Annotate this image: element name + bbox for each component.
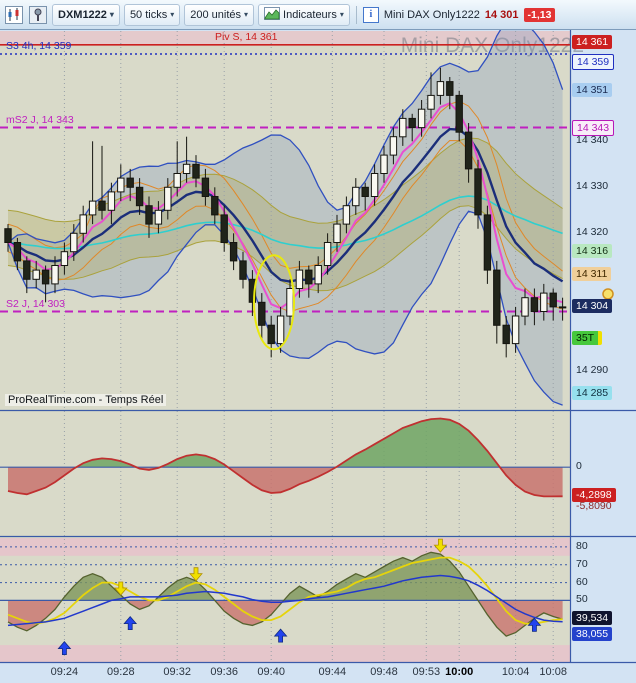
units-dropdown[interactable]: 200 unités ▾: [184, 3, 255, 26]
units-label: 200 unités: [190, 8, 242, 21]
indicator-icon: [264, 6, 281, 23]
info-icon[interactable]: i: [362, 6, 379, 23]
toolbar-separator: [355, 5, 357, 24]
instrument-dropdown[interactable]: DXM1222 ▾: [52, 3, 120, 26]
instrument-label: DXM1222: [58, 8, 107, 21]
chevron-down-icon: ▾: [109, 9, 114, 19]
indicators-dropdown[interactable]: Indicateurs ▾: [258, 3, 350, 26]
info-instrument-label: Mini DAX Only1222: [383, 8, 480, 21]
chevron-down-icon: ▾: [339, 9, 344, 19]
toolbar: DXM1222 ▾ 50 ticks ▾ 200 unités ▾ Indica…: [0, 0, 636, 30]
pin-icon[interactable]: [28, 5, 48, 25]
timeframe-dropdown[interactable]: 50 ticks ▾: [123, 3, 181, 26]
branding-text: ProRealTime.com - Temps Réel: [5, 394, 167, 406]
timeframe-label: 50 ticks: [129, 8, 168, 21]
alert-dot-icon: [602, 288, 614, 300]
chart-type-icon[interactable]: [4, 5, 24, 25]
indicators-label: Indicateurs: [283, 8, 337, 21]
chevron-down-icon: ▾: [244, 9, 249, 19]
chevron-down-icon: ▾: [170, 9, 175, 19]
instrument-info: i Mini DAX Only1222 14 301 -1,13: [362, 6, 556, 23]
last-price: 14 301: [484, 8, 519, 21]
change-badge: -1,13: [523, 7, 556, 22]
